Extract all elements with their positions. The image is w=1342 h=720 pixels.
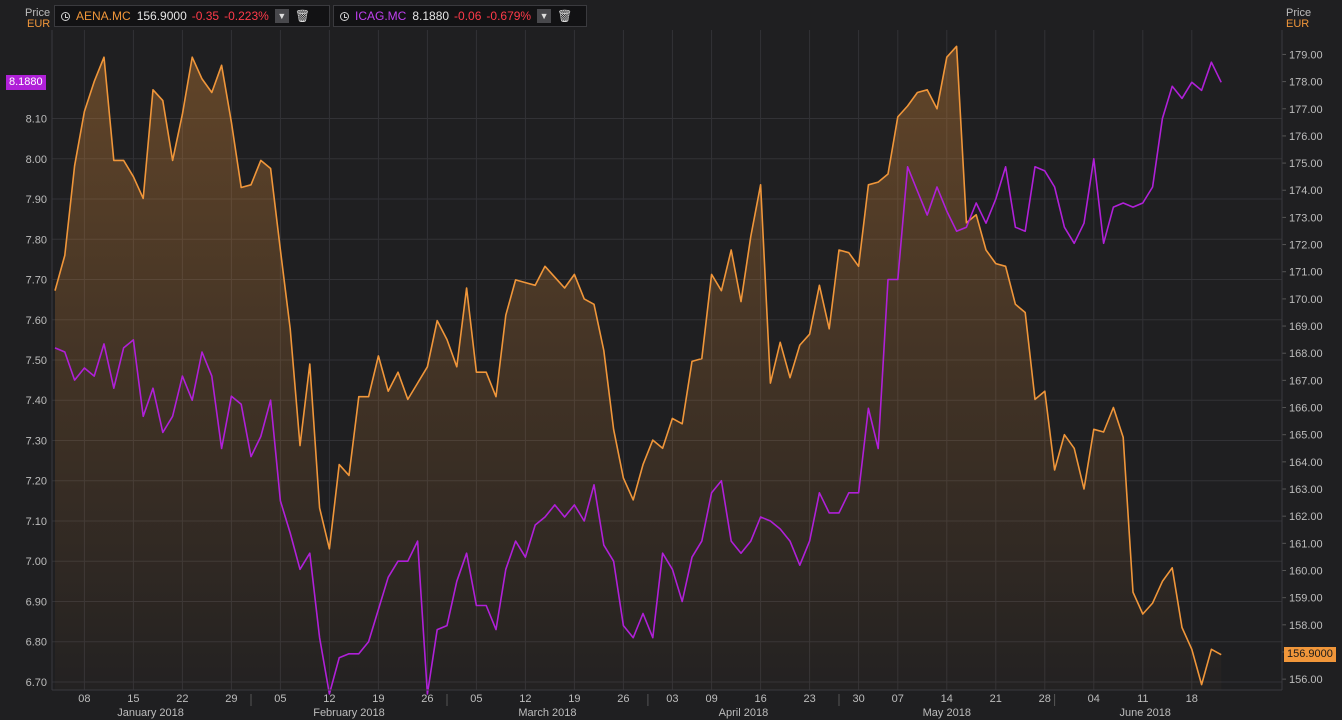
x-tick-label: 19 [568, 693, 580, 705]
right-tick-label: 168.00 [1289, 348, 1323, 360]
right-tick-label: 179.00 [1289, 49, 1323, 61]
left-axis-unit: EUR [27, 18, 51, 30]
x-tick-label: 16 [754, 693, 766, 705]
x-tick-label: 09 [705, 693, 717, 705]
x-tick-label: 26 [617, 693, 629, 705]
icag-mc-line [54, 61, 1222, 695]
x-tick-label: 04 [1088, 693, 1100, 705]
legend-icag[interactable]: ICAG.MC 8.1880 -0.06 -0.679% ▼ 🗑 [333, 5, 587, 27]
x-tick-label: 11 [1137, 693, 1148, 705]
right-tick-label: 165.00 [1289, 430, 1323, 442]
left-tick-label: 7.30 [26, 435, 47, 447]
left-tick-label: 7.00 [26, 556, 47, 568]
right-tick-label: 173.00 [1289, 212, 1323, 224]
x-tick-label: 05 [470, 693, 482, 705]
x-tick-label: 12 [323, 693, 335, 705]
aena-last-value-tag: 156.9000 [1284, 647, 1336, 663]
legend-icag-price: 8.1880 [412, 9, 450, 23]
left-axis: 8.10 8.00 7.90 7.80 7.70 7.60 7.50 7.40 7.30 7.20… [26, 30, 53, 690]
legend-icag-change: -0.06 [454, 9, 482, 23]
x-tick-label: 03 [666, 693, 678, 705]
month-label: May 2018 [923, 707, 971, 719]
x-tick-label: 07 [892, 693, 904, 705]
x-tick-label: 14 [941, 693, 953, 705]
x-tick-label: 29 [225, 693, 237, 705]
right-tick-label: 164.00 [1289, 457, 1323, 469]
x-tick-label: 22 [176, 693, 188, 705]
left-tick-label: 7.40 [26, 395, 47, 407]
left-axis-title: Price [25, 7, 51, 19]
right-tick-label: 159.00 [1289, 593, 1323, 605]
x-tick-label: 23 [803, 693, 815, 705]
right-tick-label: 156.00 [1289, 674, 1323, 686]
right-tick-label: 161.00 [1289, 538, 1323, 550]
x-tick-label: 08 [78, 693, 90, 705]
left-tick-label: 7.20 [26, 476, 47, 488]
legend-icag-pct: -0.679% [486, 9, 532, 23]
clock-icon [61, 11, 70, 21]
legend-aena-symbol[interactable]: AENA.MC [76, 9, 131, 23]
chevron-down-icon[interactable]: ▼ [537, 9, 552, 23]
right-tick-label: 178.00 [1289, 77, 1323, 89]
right-tick-label: 171.00 [1289, 267, 1323, 279]
right-tick-label: 158.00 [1289, 620, 1323, 632]
x-tick-label: 19 [372, 693, 384, 705]
right-axis: 179.00 178.00 177.00 176.00 175.00 174.00 173.… [1281, 30, 1323, 690]
x-tick-label: 15 [127, 693, 139, 705]
left-tick-label: 7.60 [26, 315, 47, 327]
left-tick-label: 8.00 [26, 154, 47, 166]
x-tick-label: 05 [274, 693, 286, 705]
right-tick-label: 176.00 [1289, 131, 1323, 143]
month-label: January 2018 [117, 707, 184, 719]
series-lines [54, 45, 1222, 695]
clock-icon [340, 11, 349, 21]
right-axis-title: Price [1286, 7, 1312, 19]
left-tick-label: 6.90 [26, 596, 47, 608]
x-tick-label: 21 [990, 693, 1002, 705]
left-tick-label: 7.10 [26, 516, 47, 528]
left-tick-label: 8.10 [26, 114, 47, 126]
right-tick-label: 172.00 [1289, 240, 1323, 252]
month-label: June 2018 [1120, 707, 1171, 719]
trash-icon[interactable]: 🗑 [557, 9, 573, 23]
legend-aena[interactable]: AENA.MC 156.9000 -0.35 -0.223% ▼ 🗑 [54, 5, 330, 27]
legend-icag-symbol[interactable]: ICAG.MC [355, 9, 407, 23]
right-tick-label: 163.00 [1289, 484, 1323, 496]
month-label: February 2018 [313, 707, 385, 719]
legend-aena-change: -0.35 [191, 9, 220, 23]
left-tick-label: 7.70 [26, 275, 47, 287]
right-tick-label: 170.00 [1289, 294, 1323, 306]
right-tick-label: 167.00 [1289, 375, 1323, 387]
month-label: April 2018 [719, 707, 769, 719]
month-label: March 2018 [518, 707, 576, 719]
left-tick-label: 7.80 [26, 234, 47, 246]
left-tick-label: 7.90 [26, 194, 47, 206]
left-tick-label: 6.80 [26, 637, 47, 649]
right-tick-label: 177.00 [1289, 104, 1323, 116]
trash-icon[interactable]: 🗑 [294, 9, 311, 23]
x-tick-label: 30 [852, 693, 864, 705]
right-tick-label: 175.00 [1289, 158, 1323, 170]
icag-last-value-tag: 8.1880 [6, 74, 46, 90]
x-axis: 08 15 22 29 05 12 19 26 05 12 19 26 03 09 16 23 30 07 14 21… [52, 689, 1282, 719]
legend-aena-price: 156.9000 [136, 9, 187, 23]
chevron-down-icon[interactable]: ▼ [274, 9, 289, 23]
x-tick-label: 26 [421, 693, 433, 705]
left-tick-label: 7.50 [26, 355, 47, 367]
right-tick-label: 166.00 [1289, 403, 1323, 415]
left-tick-label: 6.70 [26, 677, 47, 689]
right-tick-label: 174.00 [1289, 185, 1323, 197]
legend-aena-pct: -0.223% [224, 9, 269, 23]
x-tick-label: 12 [519, 693, 531, 705]
right-tick-label: 162.00 [1289, 511, 1323, 523]
right-tick-label: 169.00 [1289, 321, 1323, 333]
aena-mc-line [54, 45, 1222, 686]
right-tick-label: 160.00 [1289, 565, 1323, 577]
x-tick-label: 28 [1039, 693, 1051, 705]
right-axis-unit: EUR [1286, 18, 1310, 30]
x-tick-label: 18 [1186, 693, 1198, 705]
